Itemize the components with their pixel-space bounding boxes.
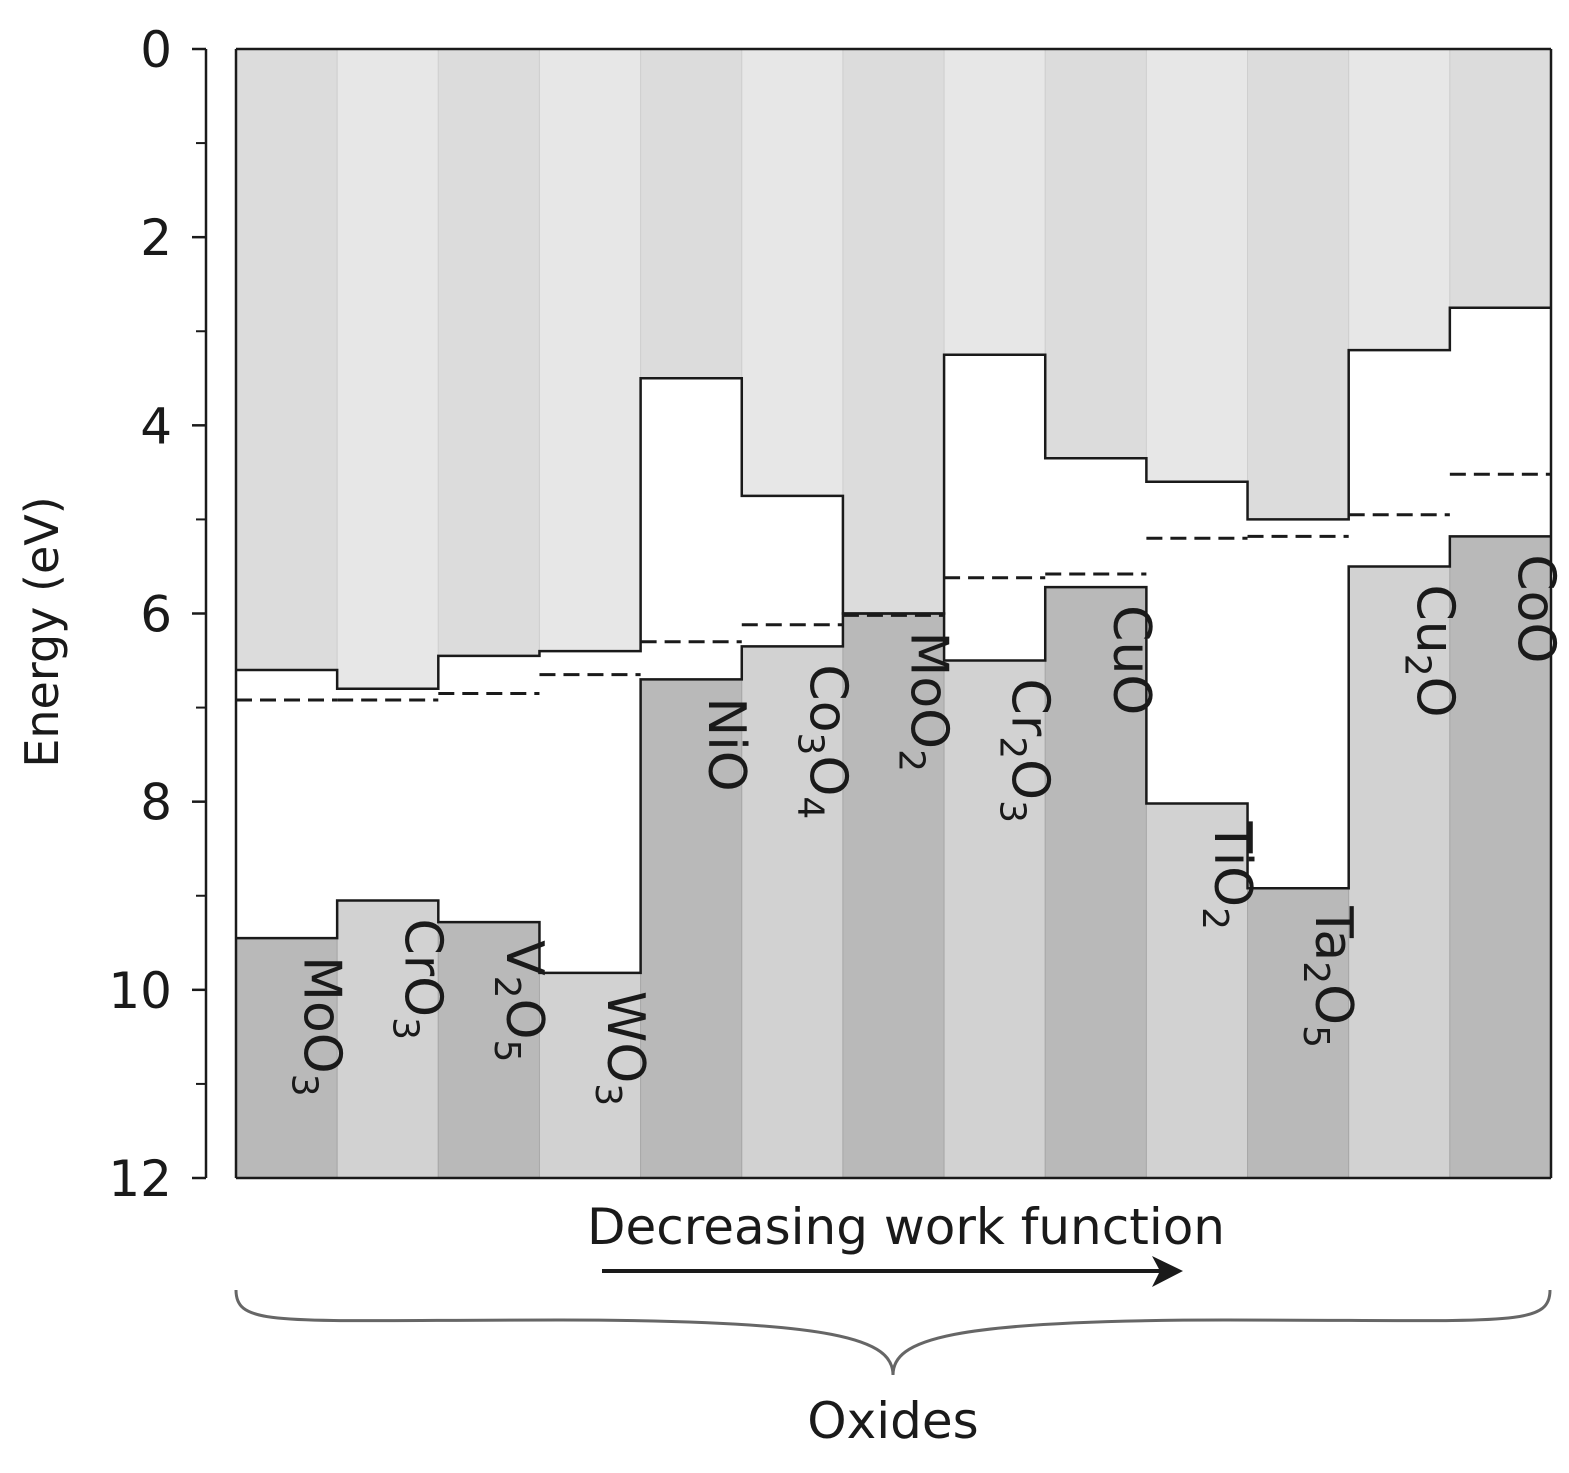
y-tick-label: 4 bbox=[140, 397, 172, 455]
conduction-band-Cu2O bbox=[1348, 48, 1451, 351]
y-tick-label: 2 bbox=[140, 209, 172, 267]
conduction-band-Ta2O5 bbox=[1247, 48, 1350, 520]
y-axis-title: Energy (eV) bbox=[15, 496, 69, 767]
conduction-band-CoO bbox=[1449, 48, 1552, 309]
conduction-band-MoO3 bbox=[235, 48, 338, 671]
arrow-annotation: Decreasing work function bbox=[587, 1198, 1225, 1287]
band-edges bbox=[234, 47, 1553, 1180]
oxide-label-text: Cr bbox=[1000, 679, 1060, 737]
oxide-label-text: O bbox=[1404, 677, 1464, 718]
conduction-band-TiO2 bbox=[1145, 48, 1249, 483]
conduction-band-Co3O4 bbox=[741, 48, 844, 497]
oxide-label-text: CoO bbox=[1505, 554, 1565, 663]
y-tick-label: 6 bbox=[140, 586, 172, 644]
conduction-band-CuO bbox=[1044, 48, 1147, 459]
oxide-label-text: Cu bbox=[1404, 584, 1464, 653]
oxide-label-text: WO bbox=[595, 991, 655, 1083]
oxide-label-subscript: 3 bbox=[992, 800, 1033, 823]
oxide-label-MoO2: MoO2 bbox=[891, 632, 959, 773]
y-tick-label: 8 bbox=[140, 774, 172, 832]
oxide-label-Co3O4: Co3O4 bbox=[789, 664, 857, 819]
oxide-label-subscript: 3 bbox=[385, 1017, 426, 1040]
oxide-label-CuO: CuO bbox=[1101, 605, 1161, 715]
oxide-label-text: TiO bbox=[1202, 821, 1262, 908]
oxide-label-subscript: 2 bbox=[486, 976, 527, 999]
valence-band-V2O5 bbox=[437, 921, 540, 1179]
oxide-label-subscript: 5 bbox=[486, 1040, 527, 1063]
oxide-label-text: O bbox=[1000, 759, 1060, 800]
oxide-label-text: MoO bbox=[292, 956, 352, 1074]
band-columns bbox=[235, 48, 1552, 1179]
oxide-label-subscript: 3 bbox=[284, 1074, 325, 1097]
valence-band-CrO3 bbox=[336, 899, 439, 1179]
oxide-label-subscript: 2 bbox=[1295, 961, 1336, 984]
oxide-label-NiO: NiO bbox=[696, 697, 756, 791]
oxide-label-subscript: 2 bbox=[992, 736, 1033, 759]
group-brace bbox=[234, 1289, 1552, 1376]
oxide-label-subscript: 2 bbox=[1396, 654, 1437, 677]
oxide-label-text: Ta bbox=[1303, 905, 1363, 961]
valence-band-Cr2O3 bbox=[943, 660, 1046, 1179]
oxide-label-V2O5: V2O5 bbox=[486, 940, 554, 1062]
conduction-band-MoO2 bbox=[842, 48, 945, 614]
oxide-label-subscript: 4 bbox=[789, 796, 830, 819]
oxide-label-text: O bbox=[797, 755, 857, 796]
valence-band-WO3 bbox=[538, 972, 642, 1179]
oxide-label-subscript: 2 bbox=[1194, 907, 1235, 930]
oxide-label-subscript: 3 bbox=[587, 1083, 628, 1106]
group-label: Oxides bbox=[807, 1392, 978, 1450]
oxide-label-text: O bbox=[1303, 984, 1363, 1025]
valence-band-CuO bbox=[1044, 586, 1147, 1179]
oxide-label-subscript: 2 bbox=[891, 749, 932, 772]
oxide-label-text: NiO bbox=[696, 697, 756, 791]
valence-band-TiO2 bbox=[1145, 803, 1249, 1179]
oxide-label-WO3: WO3 bbox=[587, 991, 655, 1106]
oxide-label-text: CrO bbox=[393, 918, 453, 1017]
y-tick-label: 12 bbox=[108, 1150, 172, 1208]
oxide-label-subscript: 5 bbox=[1295, 1025, 1336, 1048]
valence-band-CoO bbox=[1449, 535, 1552, 1179]
valence-band-MoO3 bbox=[235, 937, 338, 1179]
oxide-label-text: Co bbox=[797, 664, 857, 732]
oxide-label-CrO3: CrO3 bbox=[385, 918, 453, 1040]
conduction-band-WO3 bbox=[538, 48, 642, 652]
valence-band-NiO bbox=[640, 678, 743, 1179]
oxide-label-text: O bbox=[494, 999, 554, 1040]
oxide-label-text: CuO bbox=[1101, 605, 1161, 715]
oxide-label-text: V bbox=[494, 940, 554, 976]
y-tick-label: 0 bbox=[140, 21, 172, 79]
conduction-band-CrO3 bbox=[336, 48, 439, 690]
oxide-label-Cu2O: Cu2O bbox=[1396, 584, 1464, 717]
arrow-head bbox=[1152, 1256, 1183, 1287]
oxide-label-MoO3: MoO3 bbox=[284, 956, 352, 1097]
work-function-levels bbox=[236, 472, 1551, 702]
valence-band-edge bbox=[236, 535, 1551, 975]
oxide-label-Ta2O5: Ta2O5 bbox=[1295, 905, 1363, 1048]
oxide-label-text: MoO bbox=[899, 632, 959, 750]
conduction-band-NiO bbox=[640, 48, 743, 379]
y-axis: 0 2 4 6 8 10 12 bbox=[108, 21, 208, 1208]
oxide-label-Cr2O3: Cr2O3 bbox=[992, 679, 1060, 823]
conduction-band-Cr2O3 bbox=[943, 48, 1046, 356]
arrow-label: Decreasing work function bbox=[587, 1198, 1225, 1256]
oxide-label-subscript: 3 bbox=[789, 733, 830, 756]
oxide-label-TiO2: TiO2 bbox=[1194, 821, 1262, 930]
valence-band-Co3O4 bbox=[741, 645, 844, 1179]
oxide-label-CoO: CoO bbox=[1505, 554, 1565, 663]
y-tick-label: 10 bbox=[108, 962, 172, 1020]
conduction-band-V2O5 bbox=[437, 48, 540, 657]
